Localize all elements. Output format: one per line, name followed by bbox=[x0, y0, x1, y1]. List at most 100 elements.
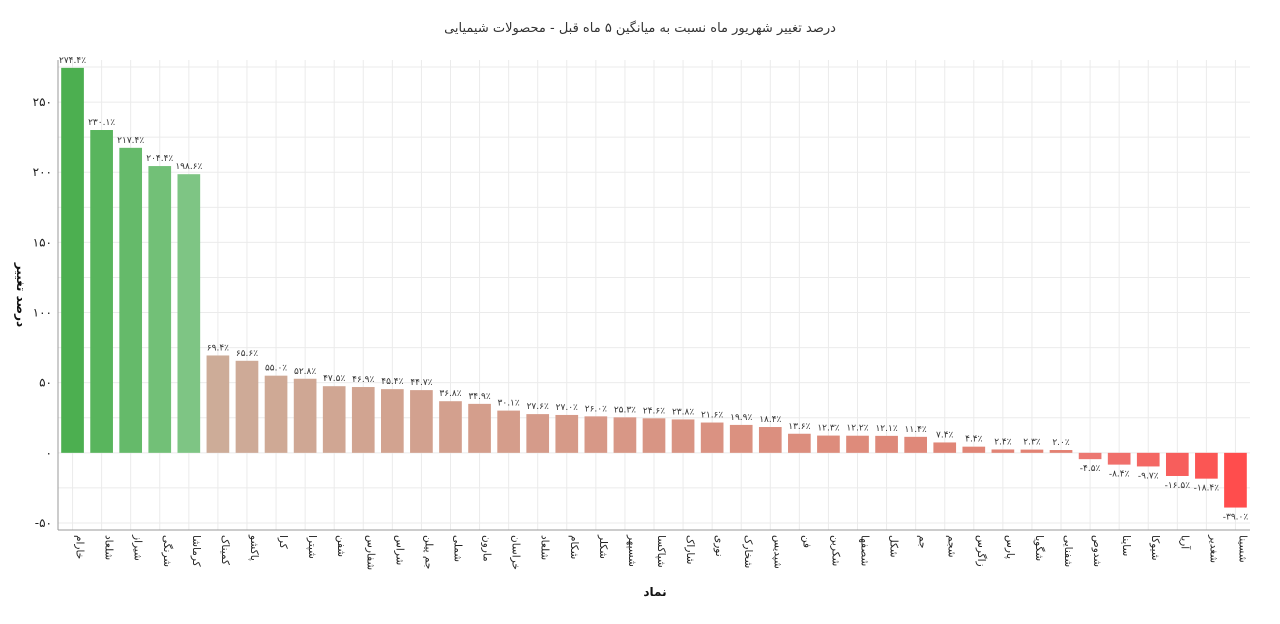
bar bbox=[613, 417, 637, 453]
x-tick-label: شگویا bbox=[1033, 535, 1046, 561]
x-tick-label: شراس bbox=[393, 535, 405, 565]
x-tick-label: فن bbox=[800, 535, 812, 548]
x-tick-label: شسینا bbox=[1236, 535, 1248, 563]
x-tick-label: شکل bbox=[888, 535, 900, 558]
data-label: ۲۳۰.۱٪ bbox=[88, 118, 115, 128]
x-tick-label: شغدیر bbox=[1207, 534, 1219, 563]
data-label: ۱۹۸.۶٪ bbox=[175, 162, 202, 172]
data-label: -۸.۴٪ bbox=[1109, 470, 1130, 480]
bar bbox=[904, 436, 927, 453]
bar bbox=[468, 403, 491, 453]
data-label: -۴.۵٪ bbox=[1080, 464, 1101, 474]
x-tick-label: شرنگی bbox=[161, 535, 174, 567]
data-label: ۲.۴٪ bbox=[994, 437, 1012, 447]
x-tick-label: شفارس bbox=[364, 535, 376, 570]
x-tick-label: کرا bbox=[277, 535, 289, 549]
x-tick-label: جم پیلن bbox=[422, 535, 434, 569]
x-axis-title: نماد bbox=[643, 585, 666, 599]
data-label: -۱۸.۴٪ bbox=[1194, 484, 1220, 494]
x-tick-label: شجم bbox=[946, 535, 958, 558]
bar bbox=[1136, 452, 1160, 467]
data-label: ۲.۰٪ bbox=[1052, 438, 1070, 448]
data-label: ۲۳.۸٪ bbox=[672, 407, 694, 417]
x-tick-label: شفن bbox=[335, 535, 347, 557]
x-tick-label: شلعاد bbox=[103, 535, 115, 560]
x-tick-label: پاکشو bbox=[248, 534, 260, 561]
bar bbox=[381, 389, 404, 453]
y-tick-label: -۵۰ bbox=[35, 516, 52, 530]
bar bbox=[758, 427, 782, 453]
bar bbox=[206, 355, 230, 453]
data-label: ۲۶.۰٪ bbox=[585, 404, 607, 414]
data-label: ۱۲.۳٪ bbox=[817, 424, 839, 434]
y-tick-label: ۰ bbox=[46, 446, 52, 460]
x-tick-label: شکربن bbox=[829, 535, 841, 566]
bar bbox=[788, 433, 811, 453]
data-label: ۴۵.۴٪ bbox=[381, 377, 403, 387]
data-label: -۱۶.۵٪ bbox=[1165, 481, 1191, 491]
y-axis-ticks: -۵۰ ۰ ۵۰ ۱۰۰ ۱۵۰ ۲۰۰ ۲۵۰ bbox=[33, 95, 52, 530]
data-label: ۴۴.۷٪ bbox=[410, 378, 432, 388]
data-label: ۲۱۷.۴٪ bbox=[117, 136, 144, 146]
data-label: ۲۴.۶٪ bbox=[643, 406, 665, 416]
data-labels-layer: ۲۷۴.۴٪ ۲۳۰.۱٪۲۱۷.۴٪۲۰۴.۴٪۱۹۸.۶٪ ۶۹.۴٪ ۶۵.۶٪… bbox=[59, 56, 1248, 523]
data-label: ۶۵.۶٪ bbox=[236, 349, 258, 359]
x-tick-label: خراسان bbox=[510, 535, 522, 570]
bar bbox=[148, 166, 172, 453]
data-label: ۲.۳٪ bbox=[1023, 438, 1041, 448]
y-axis-title: درصد تغییر bbox=[14, 262, 28, 327]
bar bbox=[1107, 452, 1131, 465]
chart-title: درصد تغییر شهریور ماه نسبت به میانگین ۵ … bbox=[444, 20, 836, 36]
data-label: ۱۹.۹٪ bbox=[730, 413, 752, 423]
bar bbox=[700, 422, 724, 453]
data-label: ۱۳.۶٪ bbox=[788, 422, 810, 432]
y-tick-label: ۵۰ bbox=[39, 376, 52, 390]
data-label: ۱۱.۴٪ bbox=[905, 425, 927, 435]
x-tick-label: شکام bbox=[568, 535, 580, 559]
data-label: ۲۱.۶٪ bbox=[701, 411, 723, 421]
x-tick-label: شاراک bbox=[684, 535, 696, 564]
x-tick-label: خارام bbox=[74, 535, 86, 559]
bar bbox=[1078, 452, 1102, 460]
x-tick-label: جم bbox=[917, 535, 929, 548]
x-tick-label: شسپهر bbox=[626, 534, 638, 567]
data-label: ۲۰۴.۴٪ bbox=[146, 154, 173, 164]
y-tick-label: ۱۵۰ bbox=[33, 235, 52, 249]
bar bbox=[119, 147, 143, 453]
bar bbox=[264, 375, 288, 453]
data-label: ۱۸.۴٪ bbox=[759, 415, 781, 425]
data-label: ۲۷.۶٪ bbox=[527, 402, 549, 412]
data-label: ۴۷.۵٪ bbox=[323, 374, 345, 384]
data-label: ۲۷۴.۴٪ bbox=[59, 56, 86, 66]
x-tick-label: زاگرس bbox=[975, 535, 988, 567]
x-axis-ticks: خارام شلعاد شیراز شرنگی کرماشا کمیناک پاکشو کرا… bbox=[74, 534, 1249, 570]
bar bbox=[933, 442, 957, 453]
x-tick-label: شلعاد bbox=[539, 535, 551, 560]
bar bbox=[555, 414, 579, 453]
x-tick-label: شملی bbox=[451, 535, 463, 562]
data-label: ۵۲.۸٪ bbox=[294, 367, 316, 377]
x-tick-label: شپاکسا bbox=[655, 535, 667, 568]
data-label: ۴.۴٪ bbox=[965, 435, 983, 445]
bars-layer bbox=[61, 67, 1247, 508]
data-label: ۱۲.۲٪ bbox=[846, 424, 868, 434]
data-label: ۳۴.۹٪ bbox=[468, 392, 490, 402]
x-tick-label: شپدیس bbox=[771, 535, 783, 569]
data-label: ۲۵.۳٪ bbox=[614, 405, 636, 415]
bar bbox=[235, 360, 259, 453]
y-tick-label: ۱۰۰ bbox=[33, 306, 52, 320]
bar bbox=[410, 390, 433, 453]
x-tick-label: شکلر bbox=[597, 534, 609, 559]
bar bbox=[1195, 452, 1218, 479]
x-tick-label: شیراز bbox=[132, 534, 144, 561]
y-tick-label: ۲۵۰ bbox=[33, 95, 52, 109]
grid-layer bbox=[58, 60, 1250, 530]
data-label: ۶۹.۴٪ bbox=[207, 343, 229, 353]
x-tick-label: شفنایی bbox=[1062, 535, 1074, 567]
bar bbox=[642, 418, 666, 453]
bar bbox=[90, 130, 113, 453]
x-tick-label: شیوکا bbox=[1149, 535, 1161, 561]
data-label: ۲۷.۰٪ bbox=[556, 403, 578, 413]
bar bbox=[322, 386, 346, 453]
data-label: ۱۲.۱٪ bbox=[875, 424, 897, 434]
